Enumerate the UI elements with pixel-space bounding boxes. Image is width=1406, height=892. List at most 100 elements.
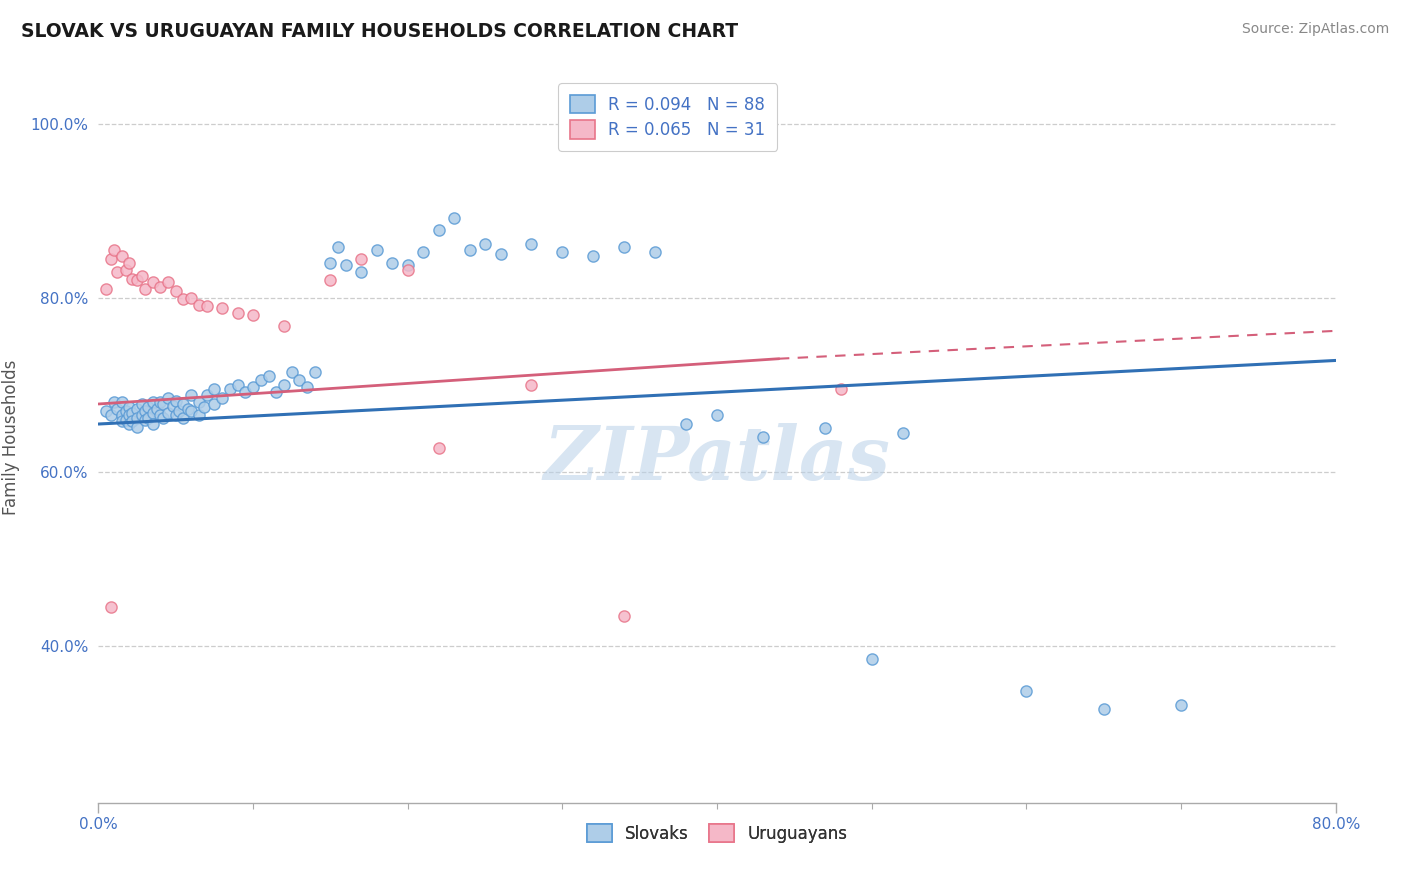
Point: [520, 236, 543, 251]
Point: [427, 223, 450, 237]
Point: [489, 247, 512, 261]
Point: [118, 417, 141, 431]
Point: [149, 409, 172, 423]
Point: [188, 395, 211, 409]
Point: [195, 300, 218, 314]
Point: [281, 365, 304, 379]
Point: [226, 306, 249, 320]
Point: [242, 379, 264, 393]
Point: [860, 652, 883, 666]
Text: ZIPatlas: ZIPatlas: [544, 423, 890, 495]
Point: [250, 374, 273, 388]
Point: [204, 382, 226, 396]
Point: [1170, 698, 1192, 713]
Point: [273, 318, 295, 333]
Point: [100, 409, 122, 423]
Point: [319, 273, 342, 287]
Point: [582, 249, 605, 263]
Point: [180, 388, 202, 402]
Point: [127, 273, 149, 287]
Point: [273, 377, 295, 392]
Point: [211, 301, 233, 316]
Point: [891, 425, 914, 440]
Point: [180, 404, 202, 418]
Point: [157, 275, 180, 289]
Point: [172, 397, 194, 411]
Point: [96, 404, 118, 418]
Point: [111, 414, 132, 428]
Point: [180, 291, 202, 305]
Point: [111, 409, 132, 423]
Point: [111, 395, 132, 409]
Point: [830, 382, 852, 396]
Point: [204, 397, 226, 411]
Point: [100, 252, 122, 266]
Point: [177, 402, 200, 417]
Point: [141, 395, 165, 409]
Point: [105, 402, 128, 417]
Point: [752, 430, 775, 444]
Point: [149, 280, 172, 294]
Point: [551, 245, 574, 260]
Point: [193, 400, 215, 414]
Point: [172, 411, 194, 425]
Point: [103, 243, 125, 257]
Point: [157, 391, 180, 405]
Point: [105, 265, 128, 279]
Point: [146, 402, 169, 417]
Point: [188, 409, 211, 423]
Point: [127, 419, 149, 434]
Point: [1015, 684, 1038, 698]
Point: [121, 406, 143, 420]
Point: [118, 409, 141, 423]
Point: [134, 412, 156, 426]
Point: [141, 406, 165, 420]
Point: [644, 245, 666, 260]
Point: [319, 256, 342, 270]
Point: [613, 240, 636, 254]
Point: [675, 417, 697, 431]
Point: [131, 409, 153, 423]
Point: [211, 391, 233, 405]
Point: [172, 293, 194, 307]
Point: [706, 409, 728, 423]
Point: [396, 258, 419, 272]
Point: [118, 256, 141, 270]
Text: SLOVAK VS URUGUAYAN FAMILY HOUSEHOLDS CORRELATION CHART: SLOVAK VS URUGUAYAN FAMILY HOUSEHOLDS CO…: [21, 22, 738, 41]
Point: [304, 365, 326, 379]
Point: [219, 382, 242, 396]
Point: [115, 263, 138, 277]
Point: [443, 211, 465, 225]
Point: [149, 395, 172, 409]
Point: [412, 245, 434, 260]
Point: [141, 417, 165, 431]
Point: [152, 397, 174, 411]
Point: [165, 284, 187, 298]
Point: [474, 236, 496, 251]
Point: [162, 399, 184, 413]
Y-axis label: Family Households: Family Households: [1, 359, 20, 515]
Point: [188, 298, 211, 312]
Point: [136, 411, 159, 425]
Point: [165, 393, 187, 408]
Point: [326, 240, 350, 254]
Point: [1092, 702, 1115, 716]
Point: [233, 384, 257, 399]
Point: [288, 374, 311, 388]
Point: [127, 402, 149, 417]
Point: [136, 400, 159, 414]
Point: [350, 252, 373, 266]
Point: [520, 377, 543, 392]
Point: [427, 441, 450, 455]
Point: [96, 282, 118, 296]
Point: [121, 414, 143, 428]
Point: [264, 384, 288, 399]
Point: [115, 412, 138, 426]
Point: [157, 406, 180, 420]
Point: [458, 243, 481, 257]
Point: [226, 377, 249, 392]
Point: [167, 404, 190, 418]
Text: Source: ZipAtlas.com: Source: ZipAtlas.com: [1241, 22, 1389, 37]
Point: [131, 397, 153, 411]
Point: [257, 369, 280, 384]
